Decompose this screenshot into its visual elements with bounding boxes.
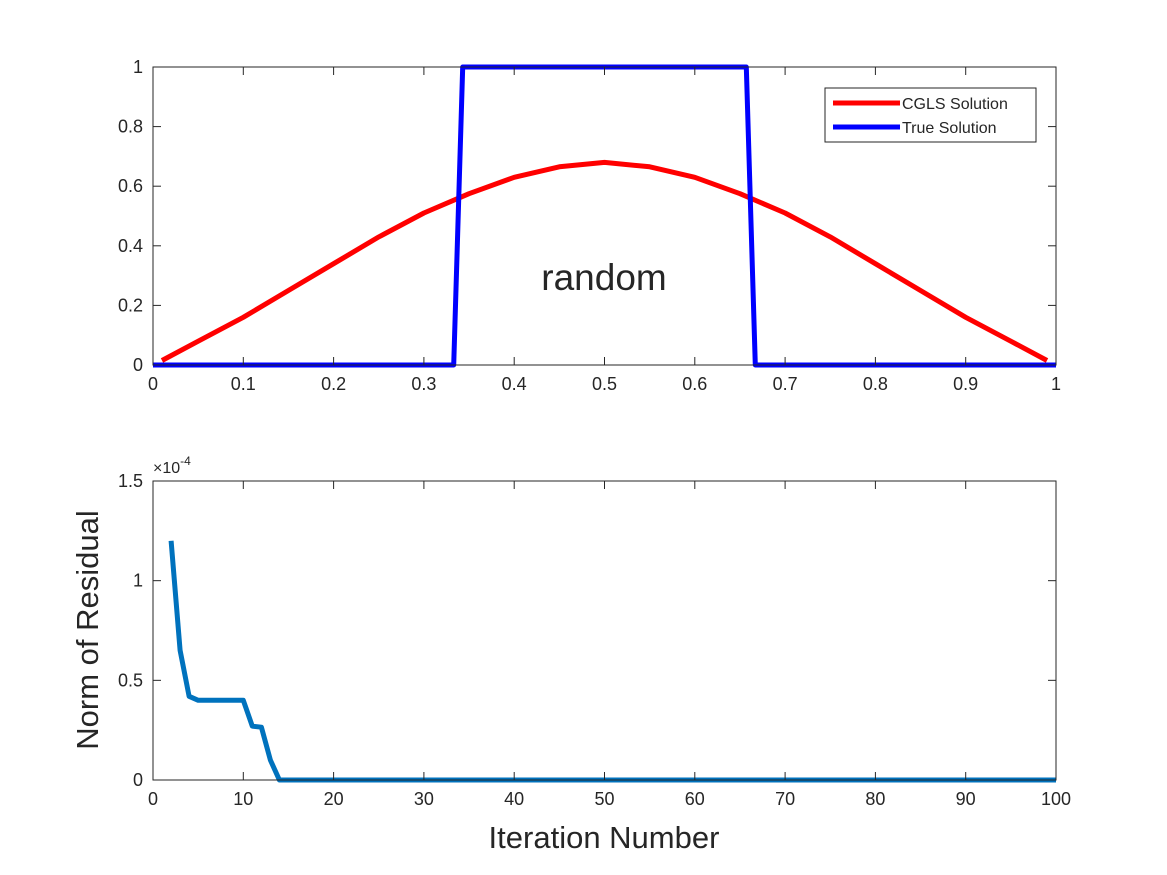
residual-x-tick-label: 20 (324, 789, 344, 809)
solution-ticks-layer: 0 0.1 0.2 0.3 0.4 0.5 0.6 0.7 0.8 0.9 1 0 0.2 0.4 0.6 0… (118, 57, 1061, 394)
y-axis-title: Norm of Residual (70, 510, 105, 749)
y-exponent-power: -4 (180, 454, 191, 468)
solution-x-tick-label: 0.6 (682, 374, 707, 394)
residual-x-tick-label: 10 (233, 789, 253, 809)
residual-x-tick-label: 30 (414, 789, 434, 809)
solution-plot: 0 0.1 0.2 0.3 0.4 0.5 0.6 0.7 0.8 0.9 1 0 0.2 0.4 0.6 0… (118, 57, 1061, 394)
residual-y-tick-label: 0 (133, 770, 143, 790)
legend: CGLS Solution True Solution (824, 87, 1037, 143)
solution-x-tick-label: 0.7 (773, 374, 798, 394)
solution-x-tick-label: 0.8 (863, 374, 888, 394)
solution-x-tick-label: 0.3 (411, 374, 436, 394)
residual-x-tick-label: 40 (504, 789, 524, 809)
residual-y-tick-label: 0.5 (118, 670, 143, 690)
residual-x-tick-label: 90 (956, 789, 976, 809)
y-exponent-label: ×10-4 (153, 454, 191, 477)
legend-box (824, 87, 1037, 143)
y-exponent-base: ×10 (153, 460, 180, 477)
solution-series-0-line (160, 159, 1049, 363)
residual-y-tick-label: 1 (133, 571, 143, 591)
legend-label-cgls: CGLS Solution (902, 96, 1008, 113)
solution-x-tick-label: 0.1 (231, 374, 256, 394)
x-axis-title: Iteration Number (489, 820, 720, 855)
solution-x-tick-label: 0 (148, 374, 158, 394)
residual-x-tick-label: 50 (594, 789, 614, 809)
residual-x-tick-label: 0 (148, 789, 158, 809)
solution-x-tick-label: 0.2 (321, 374, 346, 394)
solution-y-tick-label: 0.2 (118, 295, 143, 315)
solution-y-tick-label: 1 (133, 57, 143, 77)
solution-x-tick-label: 0.5 (592, 374, 617, 394)
residual-x-tick-label: 100 (1041, 789, 1071, 809)
solution-y-tick-label: 0.4 (118, 236, 143, 256)
residual-y-tick-label: 1.5 (118, 471, 143, 491)
annotation-random: random (541, 257, 666, 298)
residual-x-tick-label: 80 (865, 789, 885, 809)
residual-ticks-layer: 0 10 20 30 40 50 60 70 80 90 100 0 0.5 1 1.5 (118, 471, 1071, 809)
residual-series-layer (168, 540, 1056, 783)
residual-plot: 0 10 20 30 40 50 60 70 80 90 100 0 0.5 1 1.5 ×10-4 Ite… (70, 454, 1071, 855)
residual-x-tick-label: 60 (685, 789, 705, 809)
solution-x-tick-label: 0.9 (953, 374, 978, 394)
residual-x-tick-label: 70 (775, 789, 795, 809)
residual-series-0-line (168, 540, 1056, 783)
solution-x-tick-label: 1 (1051, 374, 1061, 394)
legend-label-true: True Solution (902, 120, 997, 137)
solution-y-tick-label: 0 (133, 355, 143, 375)
solution-x-tick-label: 0.4 (502, 374, 527, 394)
solution-y-tick-label: 0.6 (118, 176, 143, 196)
solution-y-tick-label: 0.8 (118, 117, 143, 137)
